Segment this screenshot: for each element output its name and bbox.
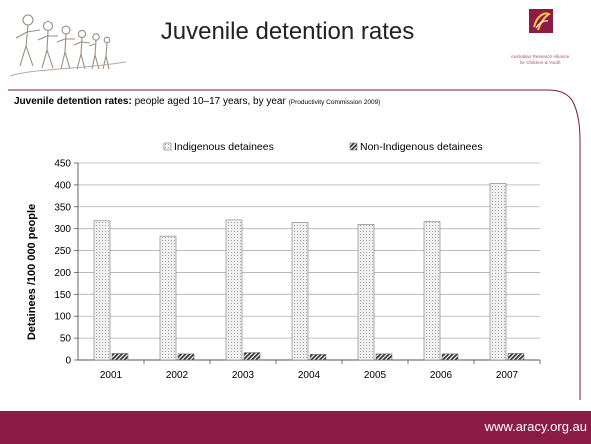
y-tick-label: 250 [54,246,71,257]
legend-label-non-indigenous: Non-Indigenous detainees [360,141,483,153]
axes [74,162,541,364]
bar-non-indigenous-2002 [177,353,195,361]
legend-label-indigenous: Indigenous detainees [174,141,274,153]
x-tick-label: 2002 [166,370,189,381]
y-tick-label: 50 [60,334,72,345]
tick-labels: 0 50 100 150 200 250 300 350 400 450 2001 2002 2003 2… [54,159,518,382]
legend-swatch-indigenous [163,142,172,151]
bar-indigenous-2003 [225,219,243,361]
bar-non-indigenous-2004 [309,354,327,361]
legend: Indigenous detainees Non-Indigenous detai… [163,141,483,153]
y-tick-label: 450 [54,159,71,170]
bar-indigenous-2001 [93,220,111,361]
y-tick-label: 400 [54,180,71,191]
y-tick-label: 100 [54,312,71,323]
bar-non-indigenous-2001 [111,353,129,361]
chart-subtitle: Juvenile detention rates: people aged 10… [14,96,380,107]
bar-indigenous-2006 [423,221,441,361]
subtitle-text: people aged 10–17 years, by year [131,96,289,107]
page-title: Juvenile detention rates [160,18,415,45]
logo-caption-line-1: Australian Research Alliance [510,54,570,59]
x-tick-label: 2007 [496,370,519,381]
grid-lines [78,162,540,361]
bar-indigenous-2004 [291,222,309,361]
y-tick-label: 350 [54,202,71,213]
legend-swatch-non-indigenous [349,142,358,151]
x-tick-label: 2001 [100,370,123,381]
bar-non-indigenous-2003 [243,352,261,361]
y-axis-label: Detainees /100 000 people [26,204,38,340]
footer-bar: www.aracy.org.au [0,411,591,444]
bars [93,183,525,361]
bar-non-indigenous-2006 [441,353,459,361]
detention-rates-chart: 0 50 100 150 200 250 300 350 400 450 2001 2002 2003 2… [26,141,541,382]
footer-url: www.aracy.org.au [484,419,587,434]
subtitle-source: (Productivity Commission 2009) [288,99,381,106]
subtitle-bold: Juvenile detention rates: [14,96,132,107]
bar-indigenous-2005 [357,223,375,361]
aracy-logo-icon [529,9,553,33]
logo-caption: Australian Research Alliance for Childre… [498,54,582,66]
children-illustration-icon [9,14,127,77]
x-tick-label: 2003 [232,370,255,381]
y-tick-label: 300 [54,224,71,235]
bar-non-indigenous-2007 [507,353,525,361]
bar-non-indigenous-2005 [375,353,393,361]
y-tick-label: 200 [54,268,71,279]
x-tick-label: 2006 [430,370,453,381]
bar-indigenous-2002 [159,235,177,361]
logo-caption-line-2: for Children & Youth [519,60,561,65]
x-tick-label: 2004 [298,370,321,381]
bar-indigenous-2007 [489,183,507,361]
x-tick-label: 2005 [364,370,387,381]
y-tick-label: 0 [65,356,71,367]
y-tick-label: 150 [54,290,71,301]
